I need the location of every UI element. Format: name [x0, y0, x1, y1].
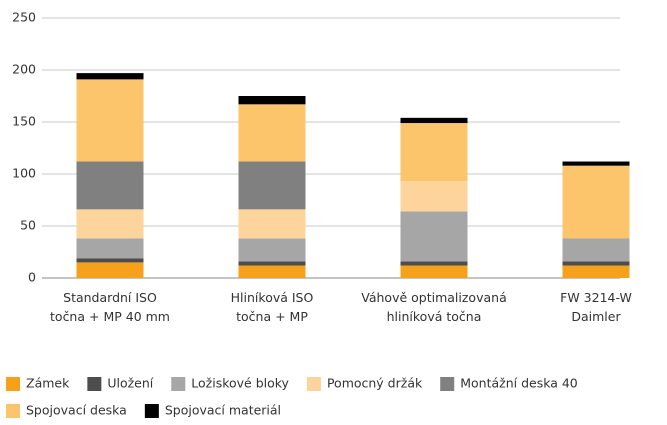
bar-segment: [400, 181, 468, 212]
x-tick-label-line: hliníková točna: [387, 309, 482, 324]
legend-item: Spojovací materiál: [144, 403, 281, 418]
y-tick-label: 100: [12, 166, 36, 181]
bar-segment: [238, 104, 306, 162]
legend-label: Montážní deska 40: [460, 376, 578, 391]
bar-segment: [400, 123, 468, 182]
legend-item: Montážní deska 40: [440, 376, 578, 391]
legend-label: Ložiskové bloky: [191, 376, 289, 391]
bar-segment: [562, 265, 630, 278]
bar-segment: [562, 161, 630, 166]
legend-swatch: [144, 404, 159, 418]
y-tick-label: 200: [12, 62, 36, 77]
bar-segment: [562, 261, 630, 266]
legend-swatch: [440, 377, 455, 391]
bar-segment: [238, 209, 306, 239]
bar-segment: [76, 209, 144, 239]
legend-item: Zámek: [6, 376, 70, 391]
bar-segment: [238, 265, 306, 278]
x-tick-label: FW 3214-W Daimler: [560, 290, 632, 324]
bar-segment: [562, 165, 630, 239]
bar-segment: [400, 265, 468, 278]
x-tick-label-line: Váhově optimalizovaná: [361, 290, 506, 305]
bar-segment: [76, 238, 144, 259]
legend-swatch: [306, 377, 321, 391]
legend-item: Pomocný držák: [306, 376, 423, 391]
bar-segment: [562, 238, 630, 262]
bar-segment: [238, 161, 306, 210]
x-tick-label-line: točna + MP 40 mm: [50, 309, 170, 324]
y-tick-label: 0: [28, 270, 36, 285]
x-tick-label-line: Standardní ISO: [63, 290, 157, 305]
x-tick-label-line: FW 3214-W: [560, 290, 632, 305]
bar-segment: [76, 262, 144, 278]
x-tick-label-line: točna + MP: [236, 309, 308, 324]
bar-segment: [238, 261, 306, 266]
legend-swatch: [87, 377, 102, 391]
x-tick-label: Standardní ISO točna + MP 40 mm: [50, 290, 170, 324]
bar-segment: [76, 258, 144, 263]
legend-swatch: [6, 404, 20, 418]
legend-label: Uložení: [107, 376, 153, 391]
legend-swatch: [6, 377, 20, 391]
x-tick-label-line: Daimler: [571, 309, 621, 324]
legend-label: Pomocný držák: [327, 376, 423, 391]
y-tick-label: 50: [20, 218, 36, 233]
legend-label: Spojovací materiál: [165, 403, 281, 418]
x-tick-label: Váhově optimalizovaná hliníková točna: [361, 290, 506, 324]
bar-segment: [400, 211, 468, 262]
legend-item: Spojovací deska: [6, 403, 127, 418]
legend-item: Ložiskové bloky: [171, 376, 290, 391]
y-tick-label: 250: [12, 10, 36, 25]
legend-label: Zámek: [26, 376, 70, 391]
y-tick-label: 150: [12, 114, 36, 129]
bar-segment: [76, 161, 144, 210]
bar-segment: [400, 261, 468, 266]
bar-segment: [76, 73, 144, 80]
x-tick-label-line: Hliníková ISO: [231, 290, 314, 305]
bar-segment: [238, 96, 306, 105]
legend-item: Uložení: [87, 376, 154, 391]
bar-segment: [400, 117, 468, 124]
x-tick-label: Hliníková ISO točna + MP: [231, 290, 314, 324]
bar-segment: [238, 238, 306, 262]
legend-swatch: [171, 377, 186, 391]
bar-segment: [76, 79, 144, 162]
legend-label: Spojovací deska: [26, 403, 127, 418]
